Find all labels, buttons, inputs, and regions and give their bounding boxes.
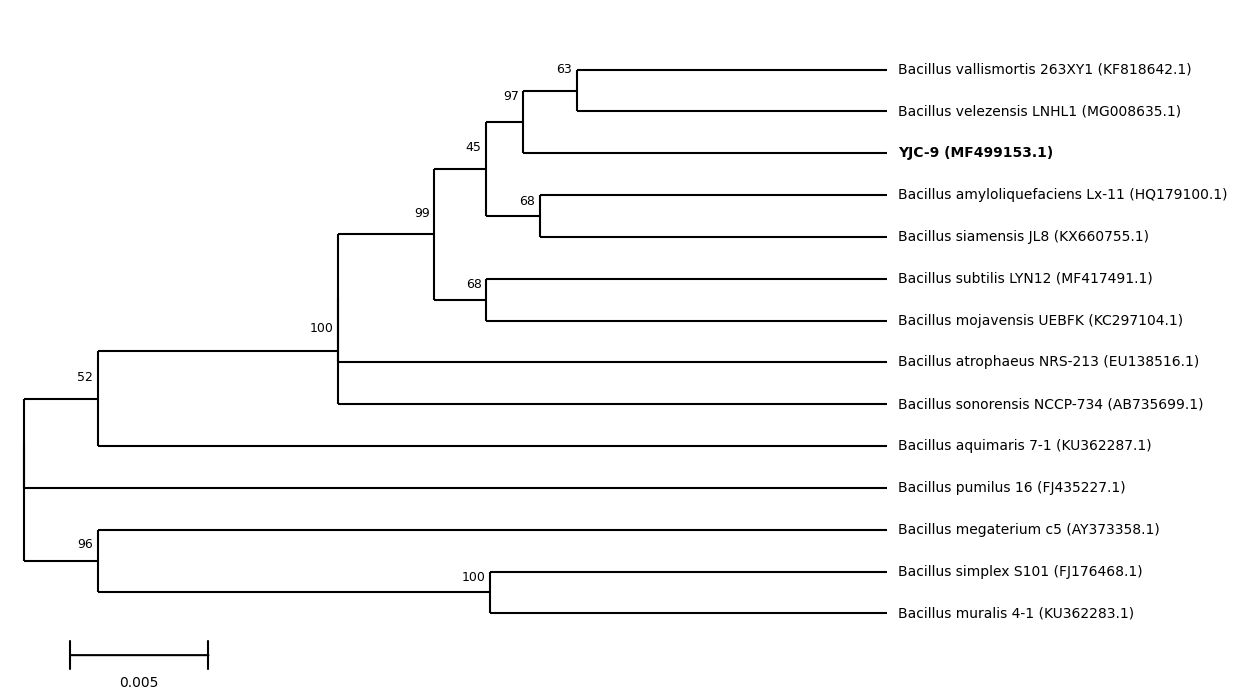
Text: 68: 68	[466, 278, 481, 291]
Text: Bacillus vallismortis 263XY1 (KF818642.1): Bacillus vallismortis 263XY1 (KF818642.1…	[898, 63, 1192, 77]
Text: Bacillus megaterium c5 (AY373358.1): Bacillus megaterium c5 (AY373358.1)	[898, 523, 1159, 537]
Text: Bacillus atrophaeus NRS-213 (EU138516.1): Bacillus atrophaeus NRS-213 (EU138516.1)	[898, 355, 1199, 369]
Text: Bacillus mojavensis UEBFK (KC297104.1): Bacillus mojavensis UEBFK (KC297104.1)	[898, 314, 1183, 328]
Text: 100: 100	[463, 571, 486, 584]
Text: Bacillus pumilus 16 (FJ435227.1): Bacillus pumilus 16 (FJ435227.1)	[898, 481, 1126, 495]
Text: Bacillus velezensis LNHL1 (MG008635.1): Bacillus velezensis LNHL1 (MG008635.1)	[898, 105, 1180, 118]
Text: Bacillus sonorensis NCCP-734 (AB735699.1): Bacillus sonorensis NCCP-734 (AB735699.1…	[898, 397, 1203, 411]
Text: Bacillus subtilis LYN12 (MF417491.1): Bacillus subtilis LYN12 (MF417491.1)	[898, 272, 1152, 286]
Text: 100: 100	[309, 321, 334, 335]
Text: 97: 97	[503, 90, 518, 103]
Text: Bacillus aquimaris 7-1 (KU362287.1): Bacillus aquimaris 7-1 (KU362287.1)	[898, 439, 1152, 453]
Text: 96: 96	[78, 537, 93, 551]
Text: Bacillus siamensis JL8 (KX660755.1): Bacillus siamensis JL8 (KX660755.1)	[898, 230, 1148, 244]
Text: Bacillus simplex S101 (FJ176468.1): Bacillus simplex S101 (FJ176468.1)	[898, 565, 1142, 579]
Text: 52: 52	[77, 371, 93, 384]
Text: 45: 45	[466, 141, 481, 154]
Text: 0.005: 0.005	[119, 676, 159, 690]
Text: Bacillus muralis 4-1 (KU362283.1): Bacillus muralis 4-1 (KU362283.1)	[898, 606, 1133, 620]
Text: 68: 68	[520, 194, 536, 208]
Text: YJC-9 (MF499153.1): YJC-9 (MF499153.1)	[898, 146, 1053, 160]
Text: Bacillus amyloliquefaciens Lx-11 (HQ179100.1): Bacillus amyloliquefaciens Lx-11 (HQ1791…	[898, 188, 1228, 202]
Text: 99: 99	[414, 207, 430, 220]
Text: 63: 63	[557, 63, 573, 76]
